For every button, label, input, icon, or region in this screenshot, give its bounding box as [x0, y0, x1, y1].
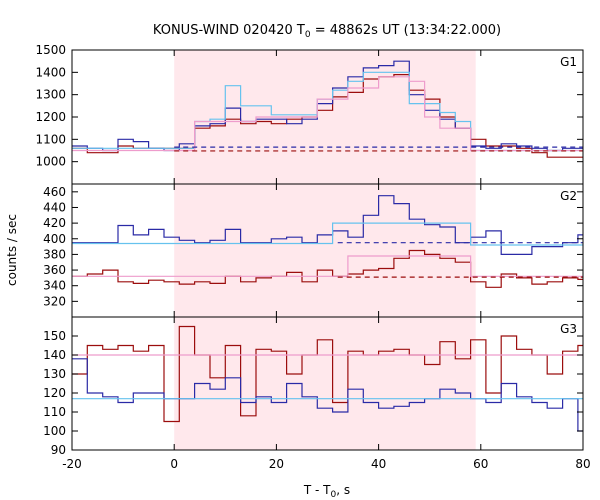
- panel-g2-ytick-label-380: 380: [43, 247, 66, 261]
- panel-g2-series-group: [72, 195, 583, 288]
- panel-g3-ytick-label-110: 110: [43, 405, 66, 419]
- y-axis-label: counts / sec: [5, 214, 19, 286]
- panel-g2-ytick-label-440: 440: [43, 200, 66, 214]
- panel-label-g3: G3: [560, 322, 577, 336]
- panel-g1-series-group: [72, 60, 583, 158]
- panel-g2-series-pink-3: [72, 255, 583, 277]
- panel-g2-ytick-label-420: 420: [43, 216, 66, 230]
- xtick-label-60: 60: [473, 457, 488, 471]
- chart-title: KONUS-WIND 020420 T0 = 48862s UT (13:34:…: [153, 23, 501, 40]
- chart-title-subscript: 0: [305, 30, 311, 40]
- panel-g1-ytick-label-1400: 1400: [35, 65, 66, 79]
- panel-g1-ytick-label-1200: 1200: [35, 110, 66, 124]
- panel-g3-ytick-label-120: 120: [43, 386, 66, 400]
- panel-g3-frame: [71, 316, 584, 451]
- panel-g3-shaded-interval: [174, 317, 476, 450]
- data-series-layer: [72, 60, 583, 432]
- panel-g3-ytick-label-100: 100: [43, 424, 66, 438]
- chart-title-rest: = 48862s UT (13:34:22.000): [311, 23, 501, 38]
- panel-g2-series-light_blue-2: [72, 222, 583, 246]
- chart-title-main: KONUS-WIND 020420 T: [153, 23, 305, 38]
- panel-g2-ytick-label-400: 400: [43, 232, 66, 246]
- xtick-label-20: 20: [269, 457, 284, 471]
- panel-label-g2: G2: [560, 189, 577, 203]
- panel-g1-ytick-label-1500: 1500: [35, 43, 66, 57]
- panel-g2-ytick-label-460: 460: [43, 185, 66, 199]
- xtick-label-80: 80: [575, 457, 590, 471]
- panel-g2-ytick-label-320: 320: [43, 294, 66, 308]
- panel-g2-shaded-interval: [174, 184, 476, 317]
- xtick-label-0: 0: [170, 457, 178, 471]
- x-axis-label-main: T - T: [303, 483, 331, 497]
- xtick-label-40: 40: [371, 457, 386, 471]
- panel-g1-ytick-label-1300: 1300: [35, 88, 66, 102]
- panel-g3-ytick-label-130: 130: [43, 367, 66, 381]
- panel-g3-ytick-label-90: 90: [51, 443, 66, 457]
- panel-g3-series-group: [72, 325, 583, 432]
- axis-ticks: 1000110012001300140015003203403603804004…: [35, 43, 590, 471]
- x-axis-label-subscript: 0: [331, 490, 337, 500]
- xtick-label--20: -20: [62, 457, 82, 471]
- panel-g2-ytick-label-340: 340: [43, 279, 66, 293]
- panel-g3-series-dark_red-0: [72, 325, 583, 423]
- x-axis-label-rest: , s: [336, 483, 350, 497]
- panel-g3-ytick-label-140: 140: [43, 348, 66, 362]
- panel-g1-ytick-label-1000: 1000: [35, 155, 66, 169]
- burst-interval-shading: [174, 50, 476, 450]
- panel-g2-ytick-label-360: 360: [43, 263, 66, 277]
- panel-g3-ytick-label-150: 150: [43, 329, 66, 343]
- panel-g1-ytick-label-1100: 1100: [35, 132, 66, 146]
- panel-label-g1: G1: [560, 55, 577, 69]
- x-axis-label: T - T0, s: [303, 483, 350, 500]
- panel-g3-series-dark_blue-1: [72, 358, 583, 432]
